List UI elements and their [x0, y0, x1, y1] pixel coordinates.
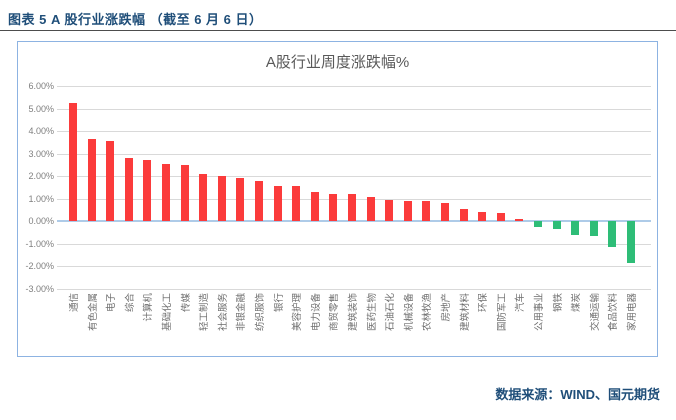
bar [217, 176, 226, 221]
bar [310, 191, 319, 221]
bar [106, 141, 115, 221]
y-axis-tick-label: 1.00% [28, 193, 54, 204]
y-gridline [57, 86, 651, 87]
x-axis-label: 公用事业 [534, 293, 545, 332]
bar [403, 200, 412, 221]
bar [329, 194, 338, 221]
x-axis-label: 通信 [69, 293, 80, 313]
x-axis-label: 钢铁 [552, 293, 564, 313]
bar [162, 163, 170, 221]
y-axis-tick-label: -3.00% [25, 283, 54, 294]
bar [348, 194, 356, 221]
x-axis-label: 轻工制造 [199, 293, 211, 332]
bar [69, 102, 77, 221]
x-axis-label: 家用电器 [627, 293, 638, 332]
y-gridline [57, 266, 651, 267]
bar [608, 221, 617, 247]
bar [589, 221, 598, 236]
x-axis-label: 建筑装饰 [348, 293, 359, 332]
y-gridline [57, 176, 651, 177]
bar [534, 221, 542, 227]
x-axis-label: 环保 [478, 293, 490, 313]
x-axis-label: 基础化工 [162, 293, 173, 332]
x-axis-label: 国防军工 [496, 293, 508, 332]
bar [422, 200, 431, 221]
x-axis-label: 传媒 [180, 293, 192, 313]
bar [236, 178, 245, 221]
x-axis-label: 电子 [106, 293, 118, 313]
x-axis-label: 建筑材料 [459, 293, 471, 332]
data-source-note: 数据来源：WIND、国元期货 [495, 387, 660, 402]
x-axis-label: 计算机 [143, 293, 155, 322]
bar [366, 197, 375, 221]
x-axis-label: 商贸零售 [329, 293, 341, 332]
x-axis-label: 医药生物 [366, 293, 378, 332]
x-axis-label: 银行 [273, 293, 285, 313]
x-axis-label: 有色金属 [87, 293, 99, 332]
y-gridline [57, 243, 651, 245]
x-axis-label: 社会服务 [217, 293, 229, 332]
y-axis-tick-label: 0.00% [28, 216, 54, 226]
x-axis-zero-line [57, 220, 651, 222]
x-axis-label: 非银金融 [236, 293, 248, 332]
y-gridline [57, 131, 651, 132]
bar [478, 212, 487, 221]
chart: A股行业周度涨跌幅% 6.00% 5.00% 4.00% 3.00% 2.00% 1.00… [17, 41, 658, 357]
bar [496, 213, 505, 221]
x-axis-label: 汽车 [515, 293, 527, 313]
bar [87, 138, 96, 221]
horizontal-divider [0, 30, 676, 31]
y-axis-tick-label: 4.00% [28, 126, 54, 136]
bar [255, 180, 263, 221]
y-gridline [57, 153, 651, 155]
x-axis-label: 房地产 [441, 293, 452, 322]
bar [459, 208, 468, 221]
bar [292, 186, 301, 221]
bar [571, 221, 580, 235]
bar [627, 221, 635, 263]
y-gridline [57, 108, 651, 110]
bar [552, 221, 561, 229]
bar [199, 173, 208, 221]
y-gridline [57, 288, 651, 290]
y-axis-tick-label: 3.00% [28, 148, 54, 159]
bar [273, 186, 282, 221]
figure-caption: 图表 5 A 股行业涨跌幅 （截至 6 月 6 日） [8, 12, 263, 27]
x-axis-label: 煤炭 [571, 293, 583, 313]
chart-title: A股行业周度涨跌幅% [265, 54, 410, 71]
x-axis-label: 纺织服饰 [255, 293, 266, 332]
x-axis-label: 食品饮料 [608, 293, 620, 332]
y-axis-tick-label: 6.00% [28, 81, 54, 91]
bar [124, 158, 133, 221]
bar [385, 199, 394, 221]
x-axis-label: 电力设备 [310, 293, 322, 332]
bar [180, 164, 189, 221]
x-axis-label: 综合 [124, 293, 136, 313]
x-axis-label: 美容护理 [292, 293, 304, 332]
x-axis-label: 交通运输 [589, 293, 601, 332]
x-axis-label: 石油石化 [385, 293, 397, 332]
x-axis-label: 农林牧渔 [422, 293, 434, 332]
x-axis-label: 机械设备 [403, 293, 415, 332]
y-axis-tick-label: 2.00% [28, 171, 54, 181]
bar [441, 203, 449, 221]
y-axis-tick-label: 5.00% [28, 103, 54, 114]
y-axis-tick-label: -2.00% [25, 261, 54, 271]
bar [515, 218, 524, 221]
y-axis-tick-label: -1.00% [25, 238, 54, 249]
bar [143, 160, 152, 221]
